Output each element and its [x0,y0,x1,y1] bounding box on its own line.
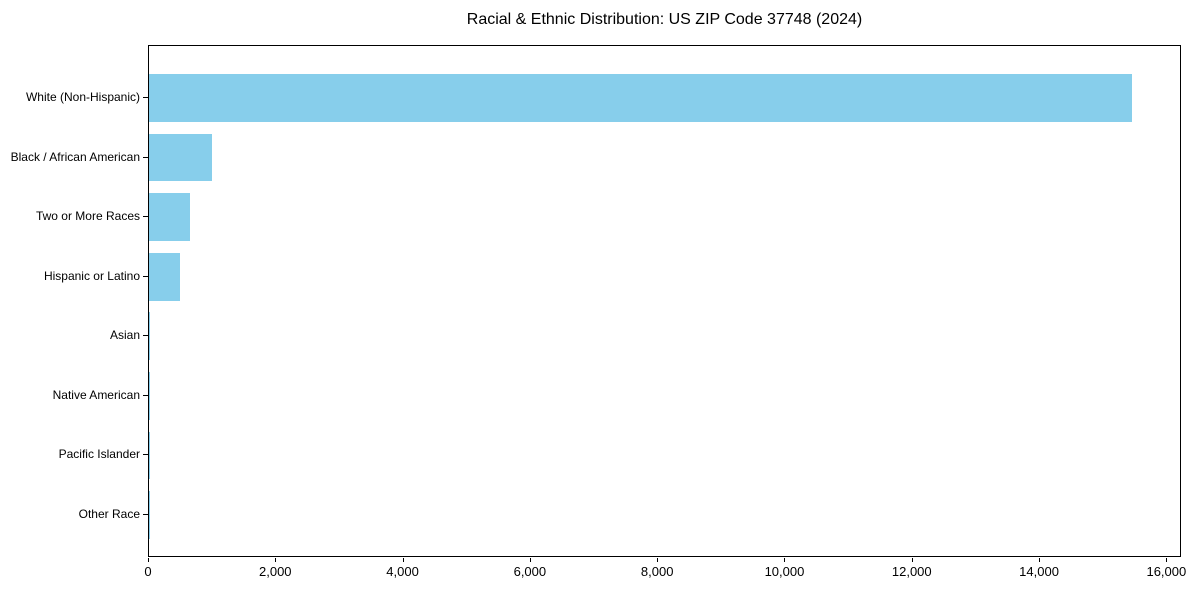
y-axis-tick [143,513,148,515]
x-axis-tick [1039,558,1041,562]
bar [149,252,180,301]
x-axis-tick-label: 10,000 [764,564,805,579]
plot-area [148,45,1181,557]
y-axis-tick [143,394,148,396]
x-axis-tick-label: 12,000 [891,564,932,579]
bar [149,312,151,361]
y-axis-tick [143,156,148,158]
bar [149,133,212,182]
bar [149,193,190,241]
y-axis-label: Asian [109,328,140,343]
y-axis-label: White (Non-Hispanic) [25,90,140,104]
y-axis-label: Two or More Races [35,209,140,224]
x-axis-tick [529,558,531,562]
x-axis-tick-label: 4,000 [386,564,419,579]
bar [149,74,1133,122]
y-axis-label: Other Race [78,506,140,521]
y-axis-label: Hispanic or Latino [43,268,140,283]
x-axis-tick [1166,558,1168,562]
chart-title: Racial & Ethnic Distribution: US ZIP Cod… [466,11,863,28]
y-axis-tick [143,216,148,218]
x-axis-tick [784,558,786,562]
x-axis-tick-label: 0 [144,564,152,579]
y-axis-tick [143,454,148,456]
y-axis-label: Black / African American [10,149,140,164]
x-axis-tick-label: 2,000 [259,564,292,579]
x-axis-tick [402,558,404,562]
x-axis-tick-label: 14,000 [1019,564,1059,579]
x-axis-tick [657,558,659,562]
x-axis-tick [275,558,277,562]
bar [149,372,150,420]
y-axis-tick [143,335,148,337]
y-axis-tick [143,275,148,277]
x-axis-tick-label: 8,000 [640,564,674,579]
x-axis-tick-label: 6,000 [513,564,547,579]
x-axis-tick [911,558,913,562]
y-axis-label: Native American [52,387,140,402]
y-axis-tick [143,97,148,98]
x-axis-tick [148,558,149,562]
y-axis-label: Pacific Islander [58,447,140,462]
x-axis-tick-label: 16,000 [1146,564,1187,579]
